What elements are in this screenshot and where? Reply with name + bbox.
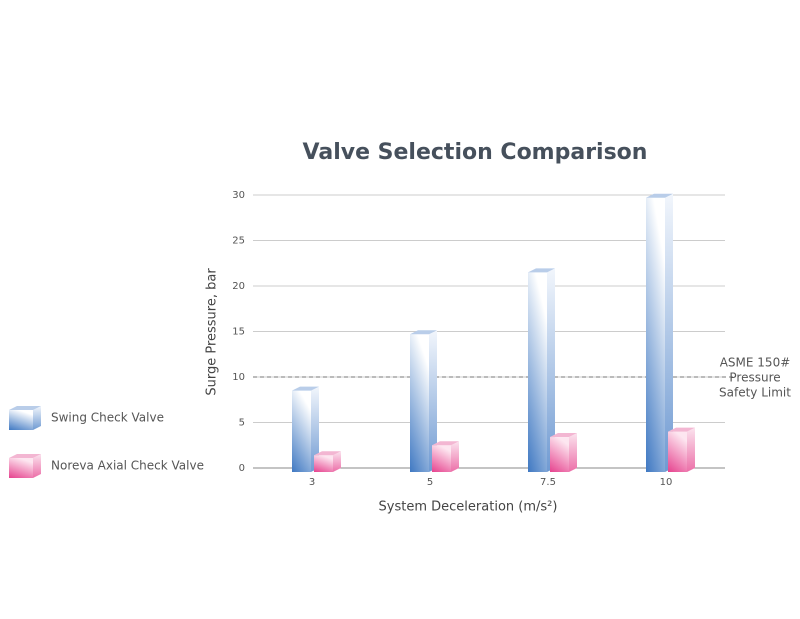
x-tick-label: 10 (660, 477, 673, 488)
bar-top (550, 433, 577, 438)
bar-front (432, 445, 451, 472)
bar-side (687, 427, 695, 472)
y-tick-label: 30 (232, 190, 245, 201)
bar-side (569, 433, 577, 472)
bar-top (292, 386, 319, 391)
y-tick-label: 20 (232, 281, 245, 292)
bar-side (429, 330, 437, 472)
bar-side (665, 193, 673, 473)
bar-side (451, 441, 459, 472)
legend-label: Swing Check Valve (51, 411, 164, 425)
x-axis-label: System Deceleration (m/s²) (379, 500, 558, 515)
chart-title: Valve Selection Comparison (303, 140, 648, 165)
legend-swatch (9, 406, 41, 410)
legend-swatch (9, 454, 41, 458)
bar-front (410, 334, 429, 472)
bar-top (528, 268, 555, 273)
y-tick-label: 10 (232, 372, 245, 383)
y-tick-label: 15 (232, 327, 245, 338)
bar-side (333, 451, 341, 472)
bar-front (528, 272, 547, 472)
x-tick-label: 7.5 (540, 477, 556, 488)
bar-front (292, 390, 311, 472)
bar-top (668, 427, 695, 432)
legend-swatch (33, 406, 41, 430)
bar-side (311, 386, 319, 472)
y-axis-label: Surge Pressure, bar (205, 268, 220, 396)
legend-label: Noreva Axial Check Valve (51, 459, 204, 473)
bar-front (314, 455, 333, 472)
x-tick-label: 5 (427, 477, 433, 488)
y-tick-label: 5 (239, 418, 245, 429)
reference-label: ASME 150# (720, 356, 791, 370)
bar-top (432, 441, 459, 446)
bar-side (547, 268, 555, 472)
reference-label: Pressure (729, 371, 780, 385)
bar-front (646, 197, 665, 473)
legend-swatch (9, 410, 33, 430)
x-tick-label: 3 (309, 477, 315, 488)
bar-top (314, 451, 341, 456)
bar-top (646, 193, 673, 198)
bar-front (668, 431, 687, 472)
legend-swatch (33, 454, 41, 478)
y-tick-label: 25 (232, 236, 245, 247)
bar-top (410, 330, 437, 335)
bar-front (550, 437, 569, 472)
y-tick-label: 0 (239, 463, 245, 474)
reference-label: Safety Limit (719, 386, 791, 400)
legend-swatch (9, 458, 33, 478)
